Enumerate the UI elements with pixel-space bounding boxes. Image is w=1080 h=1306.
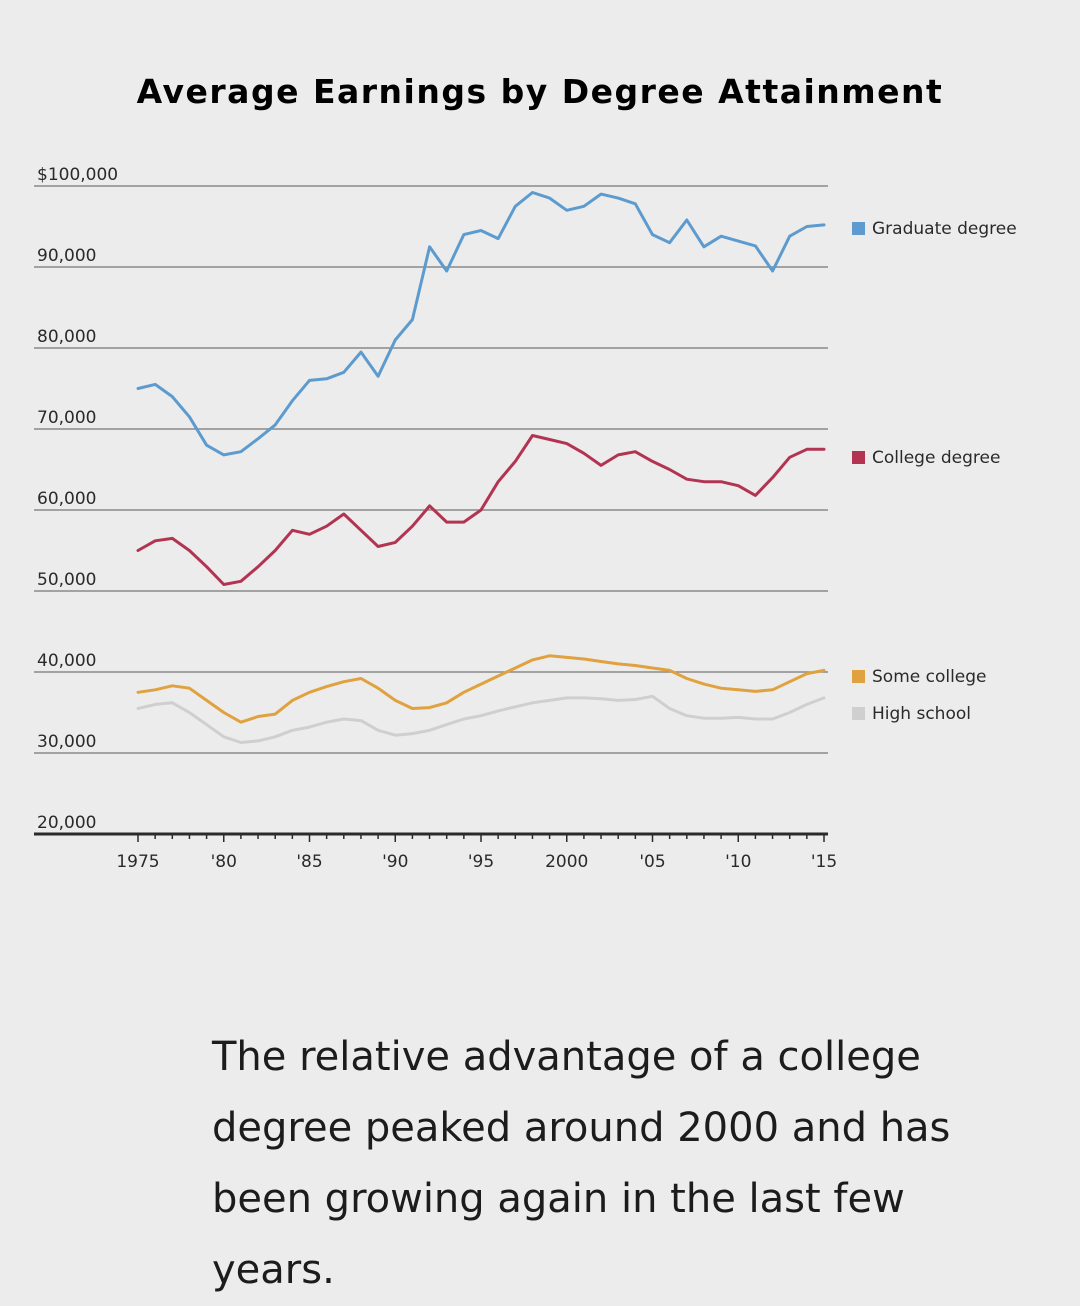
legend-label: High school (872, 704, 971, 724)
x-tick-label: '80 (211, 852, 237, 872)
gridlines (34, 185, 828, 836)
legend-label: College degree (872, 448, 1000, 468)
series-line-high-school (136, 694, 826, 744)
legend-swatch (852, 670, 865, 683)
legend-swatch (852, 707, 865, 720)
x-tick-label: '85 (296, 852, 322, 872)
y-tick-label: 90,000 (37, 246, 96, 266)
chart-title: Average Earnings by Degree Attainment (137, 72, 944, 111)
x-tick-label: '95 (468, 852, 494, 872)
x-tick-label: 1975 (116, 852, 159, 872)
y-tick-label: 80,000 (37, 327, 96, 347)
x-tick-label: '05 (639, 852, 665, 872)
y-tick-label: 40,000 (37, 651, 96, 671)
chart: Average Earnings by Degree Attainment $1… (34, 72, 1017, 872)
y-axis-tick-labels: $100,000 90,000 80,000 70,000 60,000 50,000 40… (37, 165, 118, 833)
x-tick-label: 2000 (545, 852, 588, 872)
legend-label: Graduate degree (872, 219, 1017, 239)
x-tick-label: '15 (811, 852, 837, 872)
series-line-some-college (136, 654, 826, 724)
legend: Graduate degree College degree Some colleg… (852, 219, 1017, 724)
y-tick-label: 30,000 (37, 732, 96, 752)
x-tick-label: '90 (382, 852, 408, 872)
series-lines (136, 191, 826, 744)
legend-label: Some college (872, 667, 987, 687)
x-tick-label: '10 (725, 852, 751, 872)
series-line-graduate-degree (136, 191, 826, 457)
chart-caption: The relative advantage of a college degr… (212, 1034, 951, 1293)
legend-swatch (852, 222, 865, 235)
y-tick-label: 20,000 (37, 813, 96, 833)
y-tick-label: 70,000 (37, 408, 96, 428)
y-tick-label: 60,000 (37, 489, 96, 509)
legend-swatch (852, 451, 865, 464)
y-tick-label: 50,000 (37, 570, 96, 590)
series-line-college-degree (136, 434, 826, 586)
x-axis: 1975 '80 '85 '90 '95 2000 '05 '10 '15 (116, 834, 837, 872)
y-tick-label: $100,000 (37, 165, 118, 185)
